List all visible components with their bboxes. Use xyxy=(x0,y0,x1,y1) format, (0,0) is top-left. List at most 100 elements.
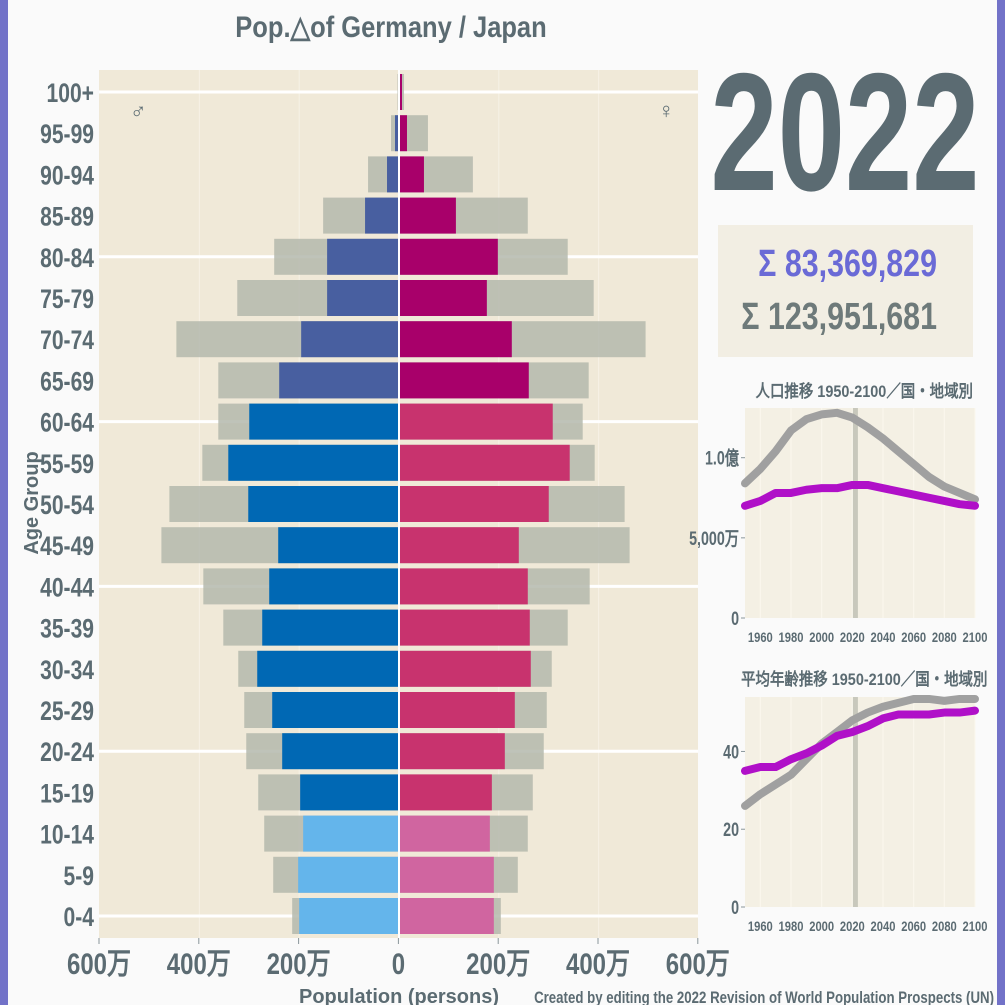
germany-male-bar xyxy=(248,486,399,522)
germany-female-bar xyxy=(399,280,487,316)
age-group-label: 15-19 xyxy=(40,779,94,809)
y-tick-label: 5,000万 xyxy=(689,528,739,549)
germany-male-bar xyxy=(299,898,399,934)
x-tick-label: 600万 xyxy=(67,946,131,980)
age-group-label: 70-74 xyxy=(40,326,94,356)
y-tick-label: 0 xyxy=(731,897,739,918)
female-symbol: ♀ xyxy=(658,98,675,123)
x-tick-label: 1980 xyxy=(779,919,804,934)
x-tick-label: 1980 xyxy=(779,630,804,645)
x-tick-label: 2060 xyxy=(901,630,926,645)
germany-female-bar xyxy=(399,898,494,934)
y-tick-label: 0 xyxy=(731,608,739,629)
japan-line xyxy=(741,408,979,504)
japan-line xyxy=(741,694,979,810)
chart-title: Pop.△of Germany / Japan xyxy=(235,10,546,43)
x-tick-label: 2000 xyxy=(809,630,834,645)
age-group-label: 65-69 xyxy=(40,367,94,397)
germany-male-bar xyxy=(300,774,399,811)
x-tick-label: 200万 xyxy=(466,946,530,980)
y-axis-label: Age Group xyxy=(21,451,43,554)
germany-male-bar xyxy=(365,197,399,234)
germany-female-bar xyxy=(399,856,494,893)
germany-female-bar xyxy=(399,197,456,234)
age-group-label: 50-54 xyxy=(40,491,94,521)
germany-female-bar xyxy=(399,403,553,440)
germany-female-bar xyxy=(399,609,530,646)
credit-text: Created by editing the 2022 Revision of … xyxy=(534,989,994,1005)
age-group-label: 0-4 xyxy=(64,903,95,933)
line-chart-title: 人口推移 1950-2100／国・地域別 xyxy=(756,381,973,401)
x-tick-label: 1960 xyxy=(748,919,773,934)
germany-female-bar xyxy=(399,238,498,275)
germany-male-bar xyxy=(262,609,399,646)
germany-female-bar xyxy=(399,362,529,399)
germany-line xyxy=(741,480,979,510)
line-chart-title: 平均年齢推移 1950-2100／国・地域別 xyxy=(741,669,987,689)
age-group-label: 75-79 xyxy=(40,285,94,315)
age-group-label: 40-44 xyxy=(40,573,94,603)
germany-male-bar xyxy=(282,733,399,770)
germany-female-bar xyxy=(399,650,531,687)
germany-female-bar xyxy=(399,774,492,811)
y-tick-label: 20 xyxy=(723,819,739,840)
x-tick-label: 400万 xyxy=(167,946,231,980)
total-germany: Σ 83,369,829 xyxy=(758,243,937,285)
age-group-label: 100+ xyxy=(47,79,94,109)
germany-female-bar xyxy=(399,486,549,522)
age-group-label: 85-89 xyxy=(40,202,94,232)
x-tick-label: 600万 xyxy=(666,946,730,980)
age-group-label: 35-39 xyxy=(40,614,94,644)
total-japan: Σ 123,951,681 xyxy=(741,296,937,338)
germany-male-bar xyxy=(272,692,399,728)
x-tick-label: 0 xyxy=(392,946,405,980)
germany-female-bar xyxy=(399,74,402,110)
age-group-label: 25-29 xyxy=(40,697,94,727)
left-border xyxy=(0,0,8,1005)
germany-male-bar xyxy=(269,568,399,605)
x-tick-label: 2100 xyxy=(963,630,988,645)
age-group-label: 45-49 xyxy=(40,532,94,562)
age-group-label: 95-99 xyxy=(40,120,94,150)
germany-female-bar xyxy=(399,444,570,481)
germany-male-bar xyxy=(257,650,399,687)
x-axis-label: Population (persons) xyxy=(299,986,499,1005)
germany-male-bar xyxy=(249,403,399,440)
germany-female-bar xyxy=(399,692,515,728)
germany-male-bar xyxy=(327,238,399,275)
y-tick-label: 1.0億 xyxy=(705,447,739,470)
germany-male-bar xyxy=(301,321,399,358)
x-tick-label: 2020 xyxy=(840,919,865,934)
germany-male-bar xyxy=(395,115,399,152)
age-group-label: 55-59 xyxy=(40,449,94,479)
germany-male-bar xyxy=(278,527,399,564)
x-tick-label: 200万 xyxy=(267,946,331,980)
germany-female-bar xyxy=(399,733,505,770)
y-tick-label: 40 xyxy=(723,741,739,762)
x-tick-label: 400万 xyxy=(566,946,630,980)
germany-male-bar xyxy=(298,856,399,893)
x-tick-label: 2000 xyxy=(809,919,834,934)
germany-male-bar xyxy=(279,362,399,399)
x-tick-label: 2040 xyxy=(871,919,896,934)
germany-female-bar xyxy=(399,115,407,152)
germany-female-bar xyxy=(399,321,512,358)
right-border xyxy=(997,0,1005,1005)
x-tick-label: 2080 xyxy=(932,630,957,645)
x-tick-label: 2100 xyxy=(963,919,988,934)
x-tick-label: 2080 xyxy=(932,919,957,934)
age-group-label: 20-24 xyxy=(40,738,94,768)
male-symbol: ♂ xyxy=(130,98,147,123)
germany-male-bar xyxy=(303,815,399,852)
age-group-label: 30-34 xyxy=(40,655,94,685)
year-display: 2022 xyxy=(710,39,979,227)
germany-male-bar xyxy=(327,280,399,316)
age-group-label: 5-9 xyxy=(64,861,94,891)
germany-male-bar xyxy=(387,156,399,193)
x-tick-label: 1960 xyxy=(748,630,773,645)
age-group-label: 60-64 xyxy=(40,408,94,438)
germany-line xyxy=(741,706,979,775)
age-group-label: 90-94 xyxy=(40,161,94,191)
age-group-label: 80-84 xyxy=(40,243,94,273)
